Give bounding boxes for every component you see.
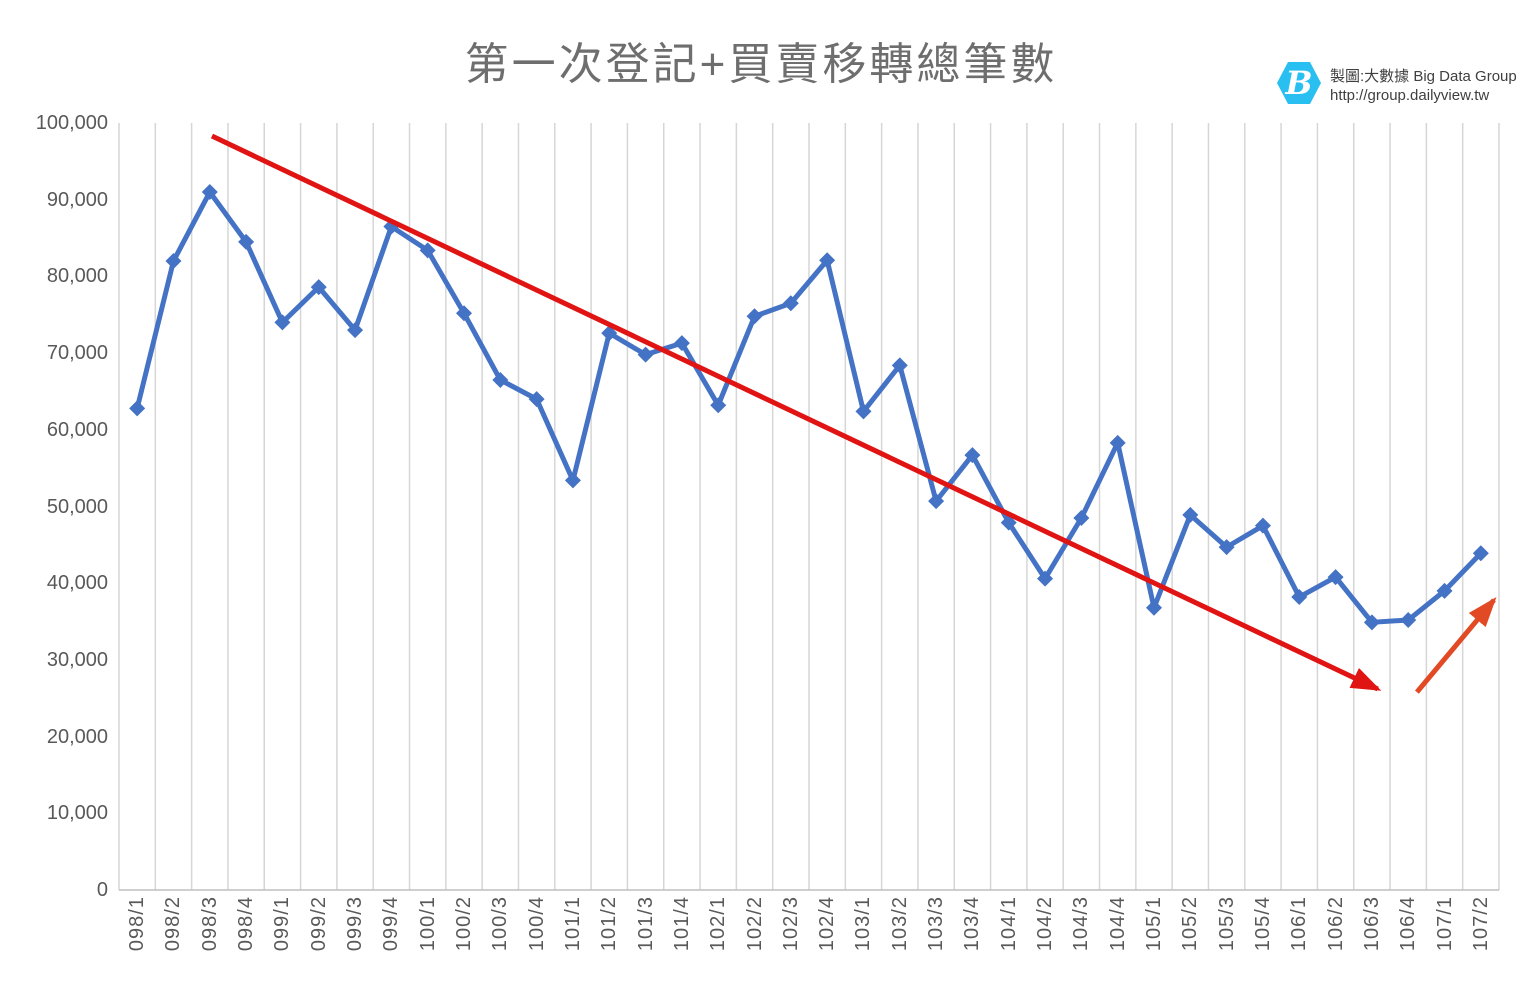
data-point-marker <box>819 252 836 269</box>
data-point-marker <box>1400 612 1417 629</box>
data-point-marker <box>1327 569 1344 586</box>
data-point-marker <box>637 346 654 363</box>
data-point-marker <box>855 403 872 420</box>
data-point-marker <box>1037 570 1054 587</box>
data-point-marker <box>1291 589 1308 606</box>
data-point-marker <box>492 371 509 388</box>
logo: B 製圖:大數據 Big Data Group http://group.dai… <box>1276 58 1517 113</box>
series-line <box>134 189 1484 625</box>
chart-title: 第一次登記+買賣移轉總筆數 <box>464 40 1058 89</box>
data-point-marker <box>564 472 581 489</box>
downtrend-arrow <box>210 133 1382 692</box>
data-point-marker <box>1254 517 1271 534</box>
y-tick-label: 90,000 <box>46 188 108 211</box>
y-tick-label: 80,000 <box>46 265 108 288</box>
y-tick-label: 70,000 <box>46 342 108 365</box>
data-point-marker <box>673 335 690 352</box>
y-tick-label: 30,000 <box>46 648 108 671</box>
y-tick-label: 100,000 <box>35 112 108 134</box>
data-point-marker <box>1146 599 1162 616</box>
hexagon-b-logo-icon: B <box>1276 58 1322 113</box>
data-point-marker <box>274 314 291 331</box>
uptrend-arrow <box>1415 597 1497 694</box>
y-tick-label: 0 <box>96 879 108 901</box>
svg-text:B: B <box>1284 64 1312 102</box>
data-point-marker <box>746 308 763 325</box>
data-point-marker <box>129 400 146 417</box>
data-point-marker <box>201 184 218 201</box>
data-point-marker <box>928 493 945 510</box>
data-point-marker <box>528 391 545 408</box>
data-point-marker <box>1073 510 1090 527</box>
data-point-marker <box>1109 434 1126 451</box>
logo-url-line: http://group.dailyview.tw <box>1330 86 1490 104</box>
logo-credit-line: 製圖:大數據 Big Data Group <box>1330 67 1517 85</box>
data-point-marker <box>710 397 727 414</box>
data-point-marker <box>964 447 981 464</box>
data-point-marker <box>1363 614 1380 631</box>
data-point-marker <box>1472 545 1489 562</box>
y-tick-label: 40,000 <box>46 572 108 595</box>
data-point-marker <box>1182 506 1199 523</box>
y-tick-label: 20,000 <box>46 725 108 748</box>
data-point-marker <box>165 253 182 270</box>
data-point-marker <box>419 242 436 259</box>
data-point-marker <box>456 305 472 322</box>
data-point-marker <box>347 322 364 339</box>
y-tick-label: 50,000 <box>46 495 108 518</box>
y-tick-label: 10,000 <box>46 802 108 825</box>
data-point-marker <box>1436 582 1453 599</box>
data-point-marker <box>238 233 255 250</box>
data-point-marker <box>310 279 327 296</box>
data-point-marker <box>891 357 908 374</box>
data-point-marker <box>1218 539 1235 556</box>
data-point-marker <box>782 295 799 312</box>
y-tick-label: 60,000 <box>46 418 108 441</box>
